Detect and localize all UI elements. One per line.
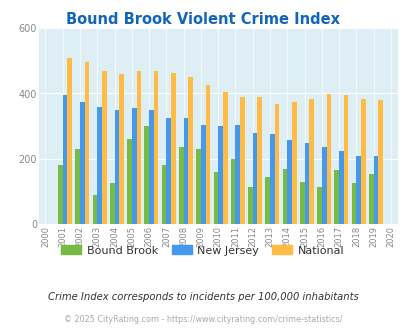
- Bar: [282, 169, 287, 224]
- Bar: [321, 147, 326, 224]
- Bar: [274, 104, 279, 224]
- Bar: [222, 92, 227, 224]
- Bar: [144, 126, 149, 224]
- Bar: [102, 71, 107, 224]
- Bar: [309, 99, 313, 224]
- Bar: [200, 125, 205, 224]
- Bar: [188, 77, 192, 224]
- Text: © 2025 CityRating.com - https://www.cityrating.com/crime-statistics/: © 2025 CityRating.com - https://www.city…: [64, 315, 341, 324]
- Bar: [97, 107, 102, 224]
- Bar: [287, 140, 291, 224]
- Bar: [316, 187, 321, 224]
- Legend: Bound Brook, New Jersey, National: Bound Brook, New Jersey, National: [57, 241, 348, 260]
- Bar: [153, 71, 158, 224]
- Bar: [67, 57, 72, 224]
- Bar: [110, 183, 114, 224]
- Bar: [252, 133, 257, 224]
- Bar: [368, 174, 373, 224]
- Bar: [360, 99, 365, 224]
- Bar: [299, 182, 304, 224]
- Bar: [127, 139, 132, 224]
- Text: Bound Brook Violent Crime Index: Bound Brook Violent Crime Index: [66, 12, 339, 26]
- Bar: [240, 97, 244, 224]
- Bar: [326, 94, 330, 224]
- Bar: [235, 125, 240, 224]
- Bar: [114, 110, 119, 224]
- Bar: [356, 156, 360, 224]
- Bar: [269, 134, 274, 224]
- Bar: [247, 187, 252, 224]
- Bar: [217, 126, 222, 224]
- Bar: [338, 151, 343, 224]
- Bar: [377, 100, 382, 224]
- Bar: [205, 85, 210, 224]
- Bar: [179, 148, 183, 224]
- Bar: [230, 159, 235, 224]
- Bar: [85, 62, 89, 224]
- Bar: [291, 102, 296, 224]
- Bar: [92, 195, 97, 224]
- Bar: [136, 71, 141, 224]
- Text: Crime Index corresponds to incidents per 100,000 inhabitants: Crime Index corresponds to incidents per…: [47, 292, 358, 302]
- Bar: [343, 95, 347, 224]
- Bar: [213, 172, 218, 224]
- Bar: [373, 156, 377, 224]
- Bar: [257, 97, 262, 224]
- Bar: [351, 183, 356, 224]
- Bar: [183, 118, 188, 224]
- Bar: [119, 74, 124, 224]
- Bar: [161, 166, 166, 224]
- Bar: [171, 73, 175, 224]
- Bar: [265, 177, 269, 224]
- Bar: [334, 170, 338, 224]
- Bar: [75, 149, 80, 224]
- Bar: [63, 95, 67, 224]
- Bar: [166, 118, 171, 224]
- Bar: [80, 102, 85, 224]
- Bar: [58, 166, 63, 224]
- Bar: [304, 143, 309, 224]
- Bar: [132, 108, 136, 224]
- Bar: [196, 149, 200, 224]
- Bar: [149, 110, 153, 224]
